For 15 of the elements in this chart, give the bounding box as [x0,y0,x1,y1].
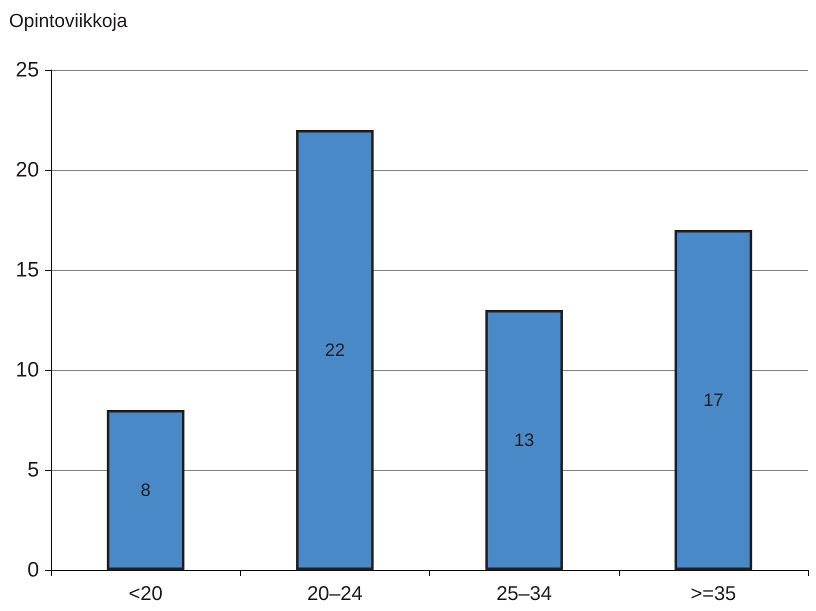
x-tick-label: 20–24 [307,583,363,605]
y-tick-label: 25 [16,58,39,82]
y-axis-title: Opintoviikkoja [9,11,128,32]
y-tick-label: 15 [16,258,39,282]
y-tick-label: 10 [16,358,39,382]
y-tick-label: 5 [27,458,39,482]
data-label: 13 [514,430,534,450]
data-label: 17 [703,390,724,410]
data-label: 22 [324,340,345,360]
x-tick-label: >=35 [690,583,736,605]
y-tick-label: 20 [16,158,39,182]
y-tick-label: 0 [27,558,39,582]
x-tick-label: 25–34 [496,583,552,605]
x-tick-label: <20 [128,583,163,605]
data-label: 8 [140,480,151,500]
